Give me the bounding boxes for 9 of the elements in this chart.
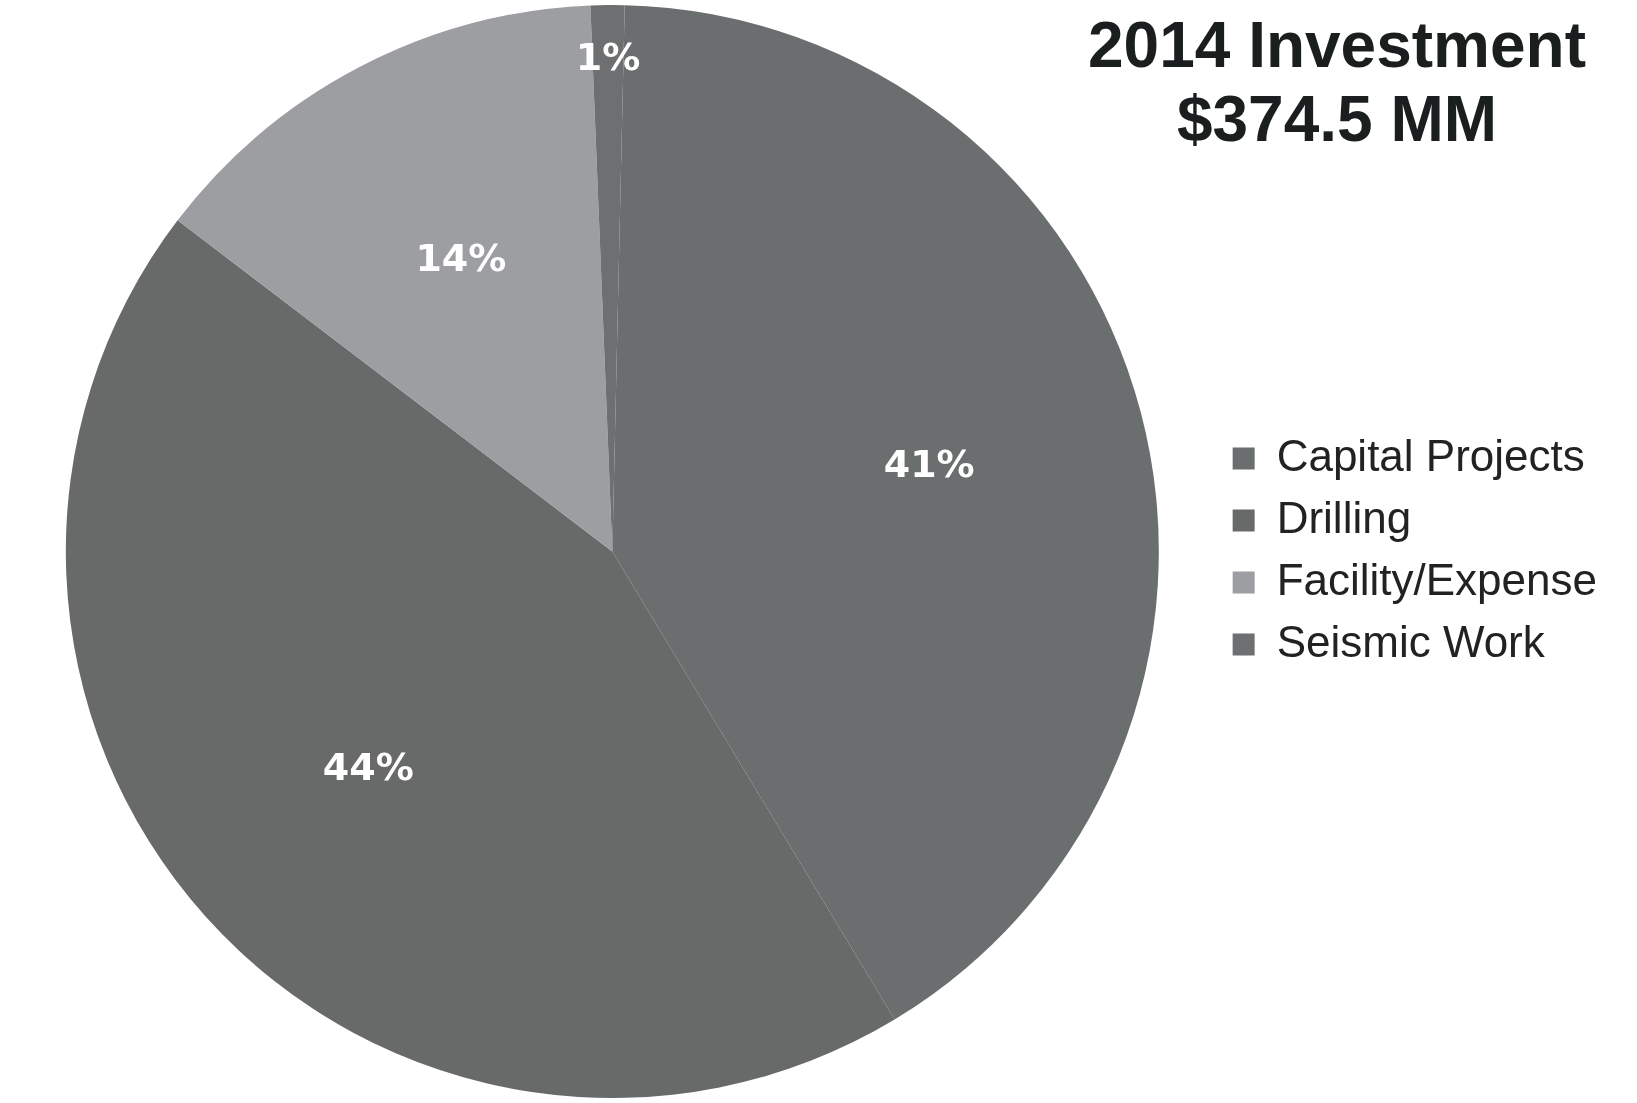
data-label: 14%: [415, 235, 507, 280]
text: 2014 Investment $374.5 MM: [1087, 8, 1587, 156]
data-label: 41%: [883, 442, 975, 487]
legend-label: Facility/Expense: [1276, 554, 1598, 604]
legend-label: Capital Projects: [1276, 430, 1585, 480]
data-label: 44%: [322, 745, 414, 790]
legend-label: Seismic Work: [1276, 616, 1546, 666]
data-label: 1%: [575, 34, 641, 79]
legend-label: Drilling: [1276, 492, 1412, 542]
